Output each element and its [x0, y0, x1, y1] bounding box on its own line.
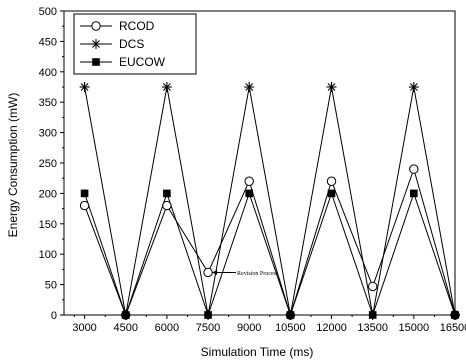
point-dcs	[161, 82, 172, 92]
legend-item-rcod: RCOD	[80, 19, 155, 33]
asterisk-stroke	[327, 83, 336, 91]
series-eucow	[84, 191, 456, 317]
y-tick-label: 400	[39, 67, 57, 79]
y-tick-label: 250	[39, 158, 57, 170]
asterisk-stroke	[409, 83, 418, 91]
point-eucow	[410, 189, 418, 198]
legend-item-eucow: EUCOW	[80, 55, 166, 69]
markers-eucow	[80, 189, 459, 319]
asterisk-stroke	[162, 83, 171, 91]
x-tick-label: 10500	[275, 322, 306, 334]
legend-label-rcod: RCOD	[119, 19, 155, 33]
legend-label-dcs: DCS	[119, 37, 144, 51]
y-axis-label: Energy Consumption (mW)	[6, 93, 20, 238]
x-tick-label: 3000	[72, 322, 96, 334]
asterisk-stroke	[80, 83, 89, 91]
y-tick-label: 200	[39, 188, 57, 200]
series-layer	[79, 82, 460, 320]
point-rcod	[367, 281, 378, 292]
point-dcs	[244, 82, 255, 92]
asterisk-stroke	[92, 40, 100, 48]
y-tick-label: 450	[39, 36, 57, 48]
y-tick-label: 100	[39, 249, 57, 261]
annotation-layer: Revision Process	[212, 269, 279, 277]
y-axis-ticks: 0 50 100 150 200 250 300 350 400 450 500	[39, 6, 64, 322]
markers-rcod	[79, 164, 460, 320]
point-eucow	[80, 189, 89, 198]
point-rcod	[79, 200, 90, 211]
point-dcs	[408, 82, 419, 92]
series-line-eucow	[84, 191, 456, 317]
point-eucow	[163, 189, 171, 198]
point-rcod	[203, 267, 213, 278]
legend: RCOD DCS EUCOW	[73, 13, 197, 75]
asterisk-stroke	[245, 83, 254, 91]
x-tick-label: 4500	[113, 322, 137, 334]
x-tick-label: 13500	[357, 322, 388, 334]
x-axis-ticks: 3000 4500 6000 7500 9000 10500 12000 13500 15000…	[72, 315, 466, 334]
point-rcod	[244, 176, 254, 186]
point-rcod	[326, 176, 337, 186]
series-line-dcs	[84, 86, 456, 316]
point-eucow	[286, 311, 295, 319]
y-tick-label: 0	[51, 310, 57, 322]
x-tick-label: 15000	[399, 322, 430, 334]
legend-marker-rcod	[91, 21, 101, 31]
legend-marker-dcs	[91, 39, 101, 49]
y-tick-label: 350	[39, 97, 57, 109]
legend-item-dcs: DCS	[80, 37, 144, 51]
x-tick-label: 7500	[196, 322, 220, 334]
y-tick-label: 150	[39, 219, 57, 231]
legend-marker-eucow	[92, 58, 100, 66]
y-tick-label: 300	[39, 128, 57, 140]
x-tick-label: 9000	[237, 322, 261, 334]
point-eucow	[204, 311, 212, 319]
point-eucow	[451, 311, 459, 319]
annotation-label: Revision Process	[237, 271, 279, 277]
point-eucow	[245, 189, 254, 198]
series-rcod	[84, 167, 456, 317]
point-eucow	[368, 311, 377, 319]
x-axis-label: Simulation Time (ms)	[201, 345, 314, 359]
y-tick-label: 50	[45, 280, 57, 292]
series-line-rcod	[84, 167, 456, 317]
point-rcod	[162, 200, 172, 211]
point-eucow	[121, 311, 130, 319]
point-rcod	[409, 164, 419, 174]
point-dcs	[79, 82, 90, 92]
point-dcs	[326, 82, 337, 92]
annotation-arrow-head	[212, 269, 218, 275]
series-dcs	[84, 86, 456, 316]
x-tick-label: 12000	[316, 322, 347, 334]
legend-label-eucow: EUCOW	[119, 55, 166, 69]
y-tick-label: 500	[39, 6, 57, 18]
point-eucow	[327, 189, 336, 198]
x-tick-label: 6000	[155, 322, 179, 334]
